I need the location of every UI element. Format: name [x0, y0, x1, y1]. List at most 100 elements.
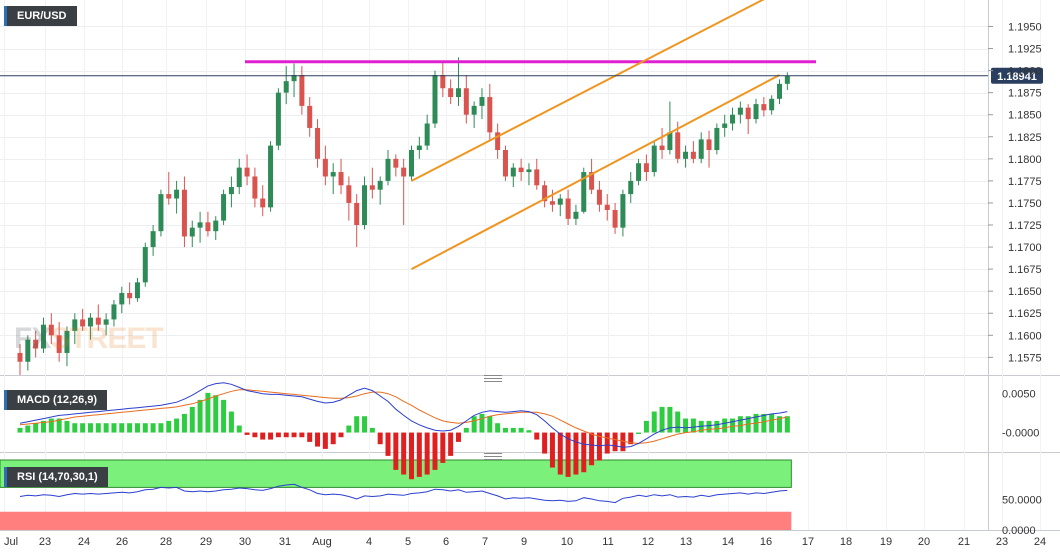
- price-axis-tick-label: 1.1925: [1008, 44, 1042, 56]
- macd-histogram-bar: [643, 420, 649, 433]
- macd-histogram-bar: [628, 432, 634, 445]
- macd-histogram-bar: [683, 418, 689, 433]
- macd-signal-line: [19, 389, 788, 444]
- candle-body: [565, 198, 571, 219]
- candle-body: [213, 220, 219, 232]
- candle-body: [596, 189, 602, 205]
- time-axis-tick-label: 7: [482, 536, 488, 548]
- candle-body: [479, 97, 485, 106]
- candle-body: [158, 194, 164, 232]
- macd-panel-title[interactable]: MACD (12,26,9): [4, 390, 108, 410]
- macd-histogram-bar: [213, 395, 219, 433]
- macd-histogram-bar: [166, 420, 172, 433]
- candle-body: [197, 222, 203, 228]
- candle-body: [722, 123, 728, 128]
- time-axis-tick-label: Aug: [312, 536, 332, 548]
- candle-body: [675, 132, 681, 159]
- macd-histogram-bar: [651, 411, 657, 433]
- price-axis-tick-label: 1.1800: [1008, 154, 1042, 166]
- macd-histogram-bar: [690, 418, 696, 433]
- candle-body: [346, 185, 352, 203]
- rsi-axis-tick-label: 50.0000: [1002, 495, 1042, 507]
- time-axis-tick-label: 26: [116, 536, 128, 548]
- candle-body: [463, 88, 469, 115]
- rsi-oversold-zone: [0, 511, 792, 530]
- macd-histogram-bar: [769, 413, 775, 433]
- candle-body: [103, 319, 109, 325]
- candle-body: [495, 132, 501, 150]
- price-axis-tick-label: 1.1725: [1008, 220, 1042, 232]
- macd-histogram-bar: [612, 432, 618, 452]
- trend-lines: 1.18941: [0, 0, 1043, 271]
- candle-body: [80, 319, 86, 327]
- candle-body: [33, 339, 39, 349]
- candle-body: [369, 185, 375, 190]
- macd-histogram-bar: [64, 420, 70, 433]
- macd-histogram-bar: [142, 423, 148, 433]
- candle-body: [612, 210, 618, 228]
- candle-body: [322, 158, 328, 177]
- price-axis-tick-label: 1.1825: [1008, 132, 1042, 144]
- candle-body: [362, 185, 368, 225]
- macd-histogram-bar: [471, 416, 477, 433]
- candle-body: [448, 88, 454, 98]
- macd-histogram-bar: [596, 432, 602, 461]
- candle-body: [87, 317, 93, 327]
- macd-histogram-bar: [48, 418, 54, 433]
- macd-histogram-bar: [346, 425, 352, 433]
- macd-histogram-bar: [675, 411, 681, 433]
- candle-body: [487, 97, 493, 133]
- panel-resize-handle-macd[interactable]: [484, 375, 502, 382]
- time-axis-tick-label: 17: [802, 536, 814, 548]
- candle-body: [581, 172, 587, 212]
- time-axis-tick-label: 11: [602, 536, 613, 548]
- candle-body: [72, 319, 78, 331]
- macd-histogram-bar: [518, 427, 524, 433]
- price-panel-title[interactable]: EUR/USD: [4, 6, 77, 26]
- rsi-panel-title[interactable]: RSI (14,70,30,1): [4, 467, 108, 487]
- candle-body: [557, 198, 563, 205]
- candle-body: [643, 163, 649, 173]
- candle-body: [393, 158, 399, 168]
- candle-body: [424, 123, 430, 146]
- macd-histogram-bar: [510, 427, 516, 433]
- macd-histogram-bar: [502, 427, 508, 433]
- channel-lower-line: [411, 74, 780, 271]
- candle-body: [385, 158, 391, 181]
- macd-histogram-bar: [87, 423, 93, 433]
- rsi-plot: [19, 483, 788, 504]
- macd-histogram-bar: [228, 411, 234, 433]
- candle-body: [205, 222, 211, 232]
- candle-body: [268, 145, 274, 208]
- last-price-badge: [991, 67, 1043, 84]
- candle-body: [518, 167, 524, 173]
- macd-histogram-bar: [322, 432, 328, 449]
- time-axis-tick-label: 23: [996, 536, 1008, 548]
- candle-body: [119, 292, 125, 305]
- macd-histogram-bar: [401, 432, 407, 475]
- candle-body: [706, 139, 712, 150]
- rsi-axis-tick-label: 0.0000: [1002, 525, 1036, 537]
- macd-histogram-bar: [72, 423, 78, 433]
- time-axis-tick-label: 16: [760, 536, 772, 548]
- candle-body: [252, 176, 258, 199]
- macd-histogram-bar: [636, 432, 642, 435]
- candle-body: [260, 198, 266, 208]
- panel-resize-handle-rsi[interactable]: [484, 453, 502, 460]
- macd-histogram-bar: [268, 432, 274, 440]
- candle-body: [25, 339, 31, 362]
- price-axis-tick-label: 1.1675: [1008, 264, 1042, 276]
- candle-body: [330, 172, 336, 177]
- macd-histogram-bar: [291, 432, 297, 438]
- macd-axis-tick-label: 0.0050: [1002, 389, 1036, 401]
- candle-body: [698, 139, 704, 159]
- candle-body: [416, 145, 422, 150]
- macd-histogram-bar: [737, 416, 743, 433]
- price-axis-tick-label: 1.1700: [1008, 242, 1042, 254]
- macd-line: [19, 382, 788, 448]
- macd-histogram-bar: [542, 432, 548, 454]
- macd-histogram-bar: [377, 432, 383, 445]
- macd-histogram-bar: [495, 423, 501, 433]
- macd-histogram-bar: [487, 416, 493, 433]
